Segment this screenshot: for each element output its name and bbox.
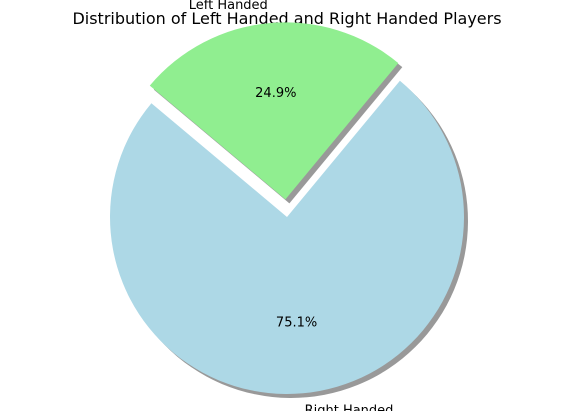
slice-right-handed (110, 80, 465, 395)
label-layer: Right Handed 75.1% Left Handed 24.9% (189, 0, 394, 411)
chart-title: Distribution of Left Handed and Right Ha… (72, 9, 501, 28)
slice-percent-left-handed: 24.9% (255, 86, 296, 101)
slice-layer (110, 22, 465, 395)
slice-percent-right-handed: 75.1% (276, 315, 317, 330)
slice-label-right-handed: Right Handed (305, 403, 394, 411)
slice-label-left-handed: Left Handed (189, 0, 268, 13)
slice-left-handed (149, 22, 399, 200)
